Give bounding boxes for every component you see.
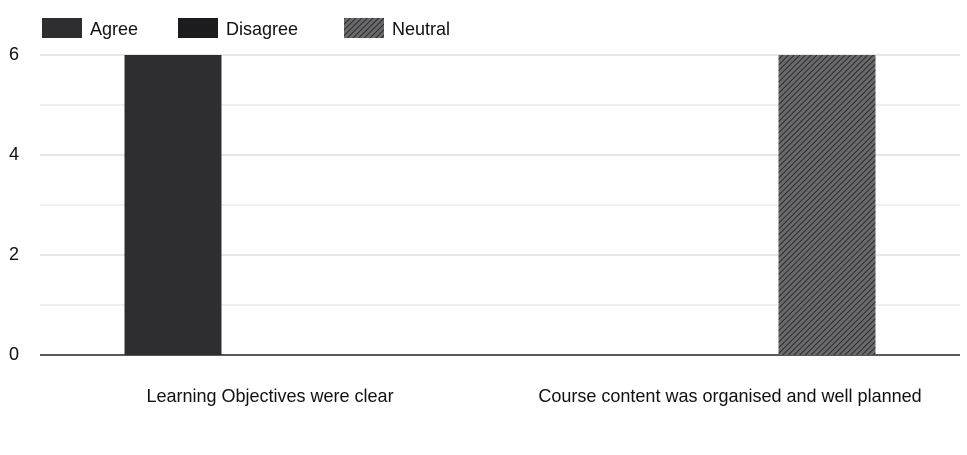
y-tick-label: 0: [9, 344, 19, 364]
legend-label: Disagree: [226, 19, 298, 39]
y-tick-label: 2: [9, 244, 19, 264]
bar: [778, 55, 876, 355]
bar: [124, 55, 222, 355]
y-tick-label: 6: [9, 44, 19, 64]
x-tick-label: Course content was organised and well pl…: [538, 386, 921, 406]
x-tick-label: Learning Objectives were clear: [146, 386, 393, 406]
legend-label: Agree: [90, 19, 138, 39]
legend-swatch: [178, 18, 218, 38]
legend-swatch: [344, 18, 384, 38]
legend-swatch: [42, 18, 82, 38]
y-tick-label: 4: [9, 144, 19, 164]
legend-label: Neutral: [392, 19, 450, 39]
